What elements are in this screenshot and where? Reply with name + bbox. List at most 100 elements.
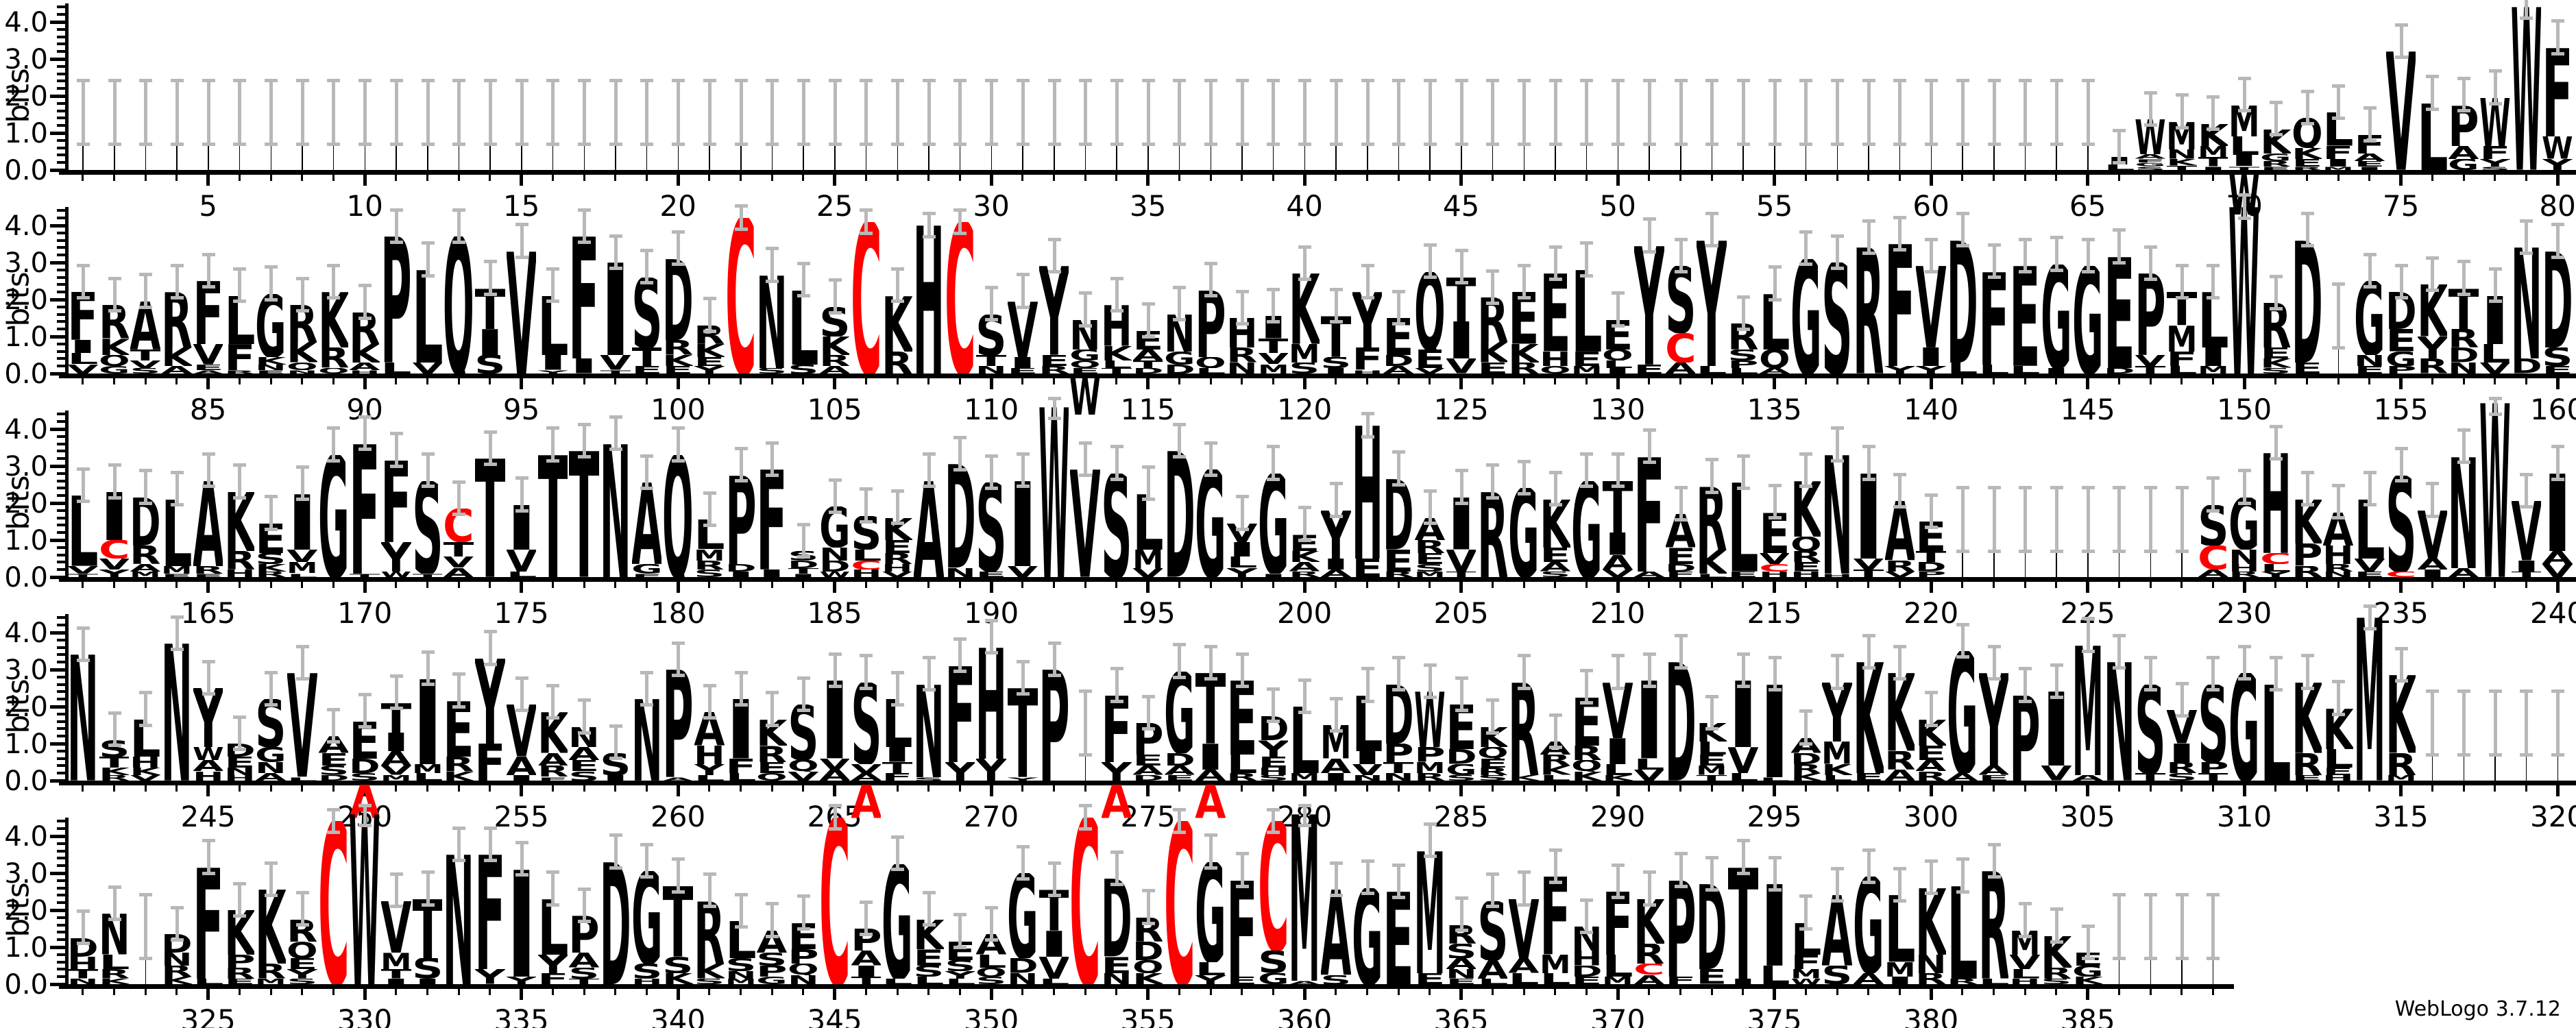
- error-bar-line: [2149, 91, 2153, 127]
- residue-letter-A: A: [1321, 570, 1351, 577]
- x-axis-tick: [1397, 785, 1400, 792]
- svg-text:S: S: [914, 777, 944, 781]
- x-axis-tick: [1397, 582, 1400, 588]
- svg-text:Y: Y: [945, 762, 975, 781]
- x-axis-tick: [770, 378, 773, 384]
- residue-letter-E: E: [287, 958, 317, 969]
- y-axis-tick: [57, 749, 65, 752]
- svg-text:K: K: [443, 772, 474, 781]
- error-bar-line: [457, 673, 461, 709]
- error-bar-cap-bottom: [327, 458, 341, 463]
- y-axis-tick: [57, 487, 65, 490]
- svg-text:I: I: [2542, 474, 2573, 551]
- residue-letter-W: W: [820, 572, 850, 577]
- svg-text:F: F: [2542, 48, 2573, 137]
- svg-text:W: W: [193, 747, 223, 760]
- error-bar-line: [1867, 445, 1871, 481]
- residue-letter-T: T: [1259, 339, 1289, 354]
- x-axis-tick: [144, 785, 147, 792]
- error-bar-cap-top: [265, 78, 278, 82]
- error-bar-cap-top: [1173, 422, 1187, 426]
- x-axis-tick: [1898, 989, 1901, 995]
- error-bar-cap-top: [170, 471, 184, 475]
- error-bar-cap-top: [797, 522, 810, 526]
- residue-letter-E: E: [2386, 329, 2416, 351]
- residue-letter-E: E: [2355, 366, 2385, 374]
- svg-text:S: S: [413, 958, 443, 979]
- svg-text:N: N: [287, 370, 317, 374]
- x-axis-tick-label: 110: [964, 393, 1019, 426]
- x-axis-tick: [1366, 785, 1369, 792]
- svg-text:R: R: [1916, 772, 1946, 781]
- error-bar-cap-top: [483, 430, 497, 434]
- error-bar-line: [2274, 657, 2278, 692]
- svg-text:R: R: [757, 746, 787, 762]
- svg-text:H: H: [976, 648, 1006, 759]
- error-bar-cap-bottom: [2144, 688, 2158, 692]
- residue-letter-Y: Y: [475, 659, 505, 744]
- svg-text:T: T: [413, 899, 443, 958]
- error-bar-cap-bottom: [108, 308, 121, 313]
- error-bar-cap-top: [609, 833, 622, 837]
- error-bar-cap-top: [1987, 243, 2001, 247]
- y-axis-tick: [57, 646, 65, 649]
- error-bar-line: [927, 453, 931, 489]
- x-axis-tick: [1272, 175, 1274, 181]
- svg-text:I: I: [1446, 321, 1477, 358]
- residue-letter-E: E: [225, 979, 255, 984]
- x-axis-tick: [2055, 378, 2058, 384]
- x-axis-tick: [833, 785, 837, 796]
- svg-text:H: H: [225, 775, 255, 781]
- error-bar-line: [551, 79, 555, 146]
- error-bar-cap-bottom: [953, 142, 967, 146]
- residue-letter-K: K: [2261, 358, 2291, 368]
- svg-text:L: L: [914, 977, 944, 984]
- svg-text:F: F: [381, 461, 411, 542]
- residue-letter-E: E: [1540, 548, 1570, 563]
- error-bar-cap-bottom: [609, 448, 622, 452]
- error-bar-cap-top: [108, 463, 121, 467]
- svg-text:L: L: [287, 574, 317, 577]
- residue-letter-Q: Q: [1791, 537, 1821, 552]
- svg-text:E: E: [1916, 746, 1946, 761]
- x-axis-tick: [551, 989, 554, 995]
- residue-letter-V: V: [1885, 572, 1915, 577]
- x-axis-tick: [1554, 989, 1557, 995]
- error-bar-cap-top: [1392, 863, 1406, 867]
- svg-text:K: K: [1478, 342, 1508, 363]
- y-axis-tick: [50, 465, 65, 468]
- svg-text:A: A: [193, 370, 223, 374]
- error-bar-cap-top: [1705, 458, 1719, 462]
- error-bar-cap-top: [2081, 78, 2095, 82]
- y-axis-title: bits: [1, 68, 36, 123]
- error-bar-line: [112, 277, 117, 313]
- x-axis-tick: [1742, 582, 1745, 588]
- error-bar-cap-top: [828, 478, 842, 482]
- residue-letter-K: K: [1509, 344, 1539, 363]
- svg-text:D: D: [820, 561, 850, 572]
- error-bar-cap-top: [1047, 861, 1061, 865]
- error-bar-cap-top: [1204, 78, 1218, 82]
- residue-letter-S: S: [2480, 167, 2510, 170]
- error-bar-cap-top: [1267, 78, 1280, 82]
- x-axis-tick: [206, 175, 210, 186]
- y-axis-tick: [57, 442, 65, 445]
- error-bar-cap-top: [703, 297, 716, 301]
- residue-letter-I: I: [1195, 744, 1226, 770]
- error-bar-cap-top: [1110, 78, 1123, 82]
- svg-text:R: R: [694, 561, 725, 570]
- error-bar-line: [332, 708, 336, 744]
- error-bar-cap-top: [1862, 633, 1875, 637]
- error-bar-cap-top: [1298, 506, 1312, 510]
- svg-text:P: P: [225, 955, 255, 968]
- residue-letter-R: R: [1289, 572, 1320, 577]
- error-bar-line: [1898, 645, 1902, 681]
- svg-text:D: D: [2512, 358, 2542, 374]
- error-bar-cap-bottom: [1674, 884, 1688, 888]
- error-bar-cap-top: [452, 78, 466, 82]
- error-bar-cap-top: [640, 454, 654, 458]
- error-bar-cap-bottom: [703, 142, 716, 146]
- residue-letter-I: I: [2167, 744, 2197, 762]
- x-axis-tick: [520, 582, 524, 593]
- error-bar-cap-bottom: [2175, 714, 2189, 718]
